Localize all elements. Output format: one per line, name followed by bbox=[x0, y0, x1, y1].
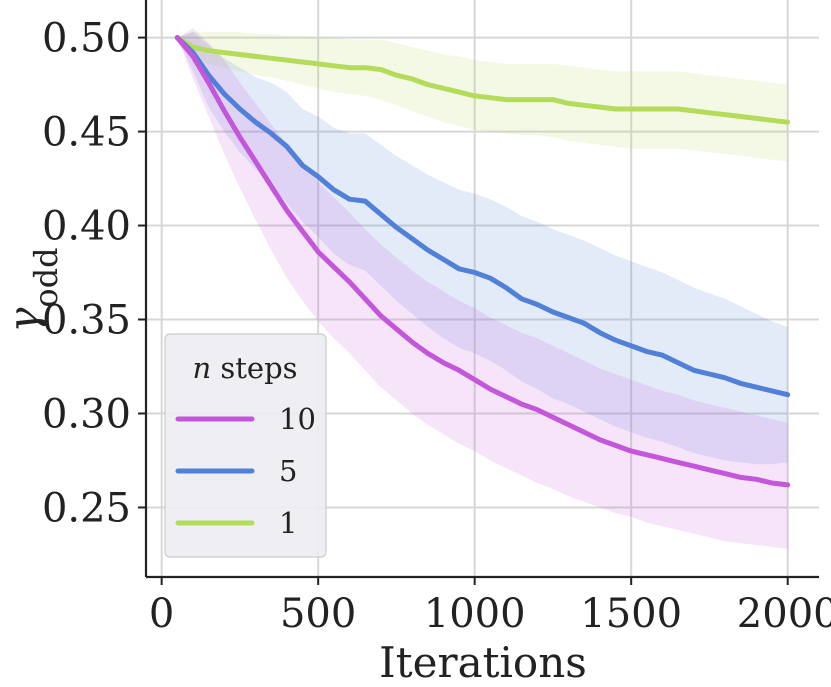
legend-label-5: 5 bbox=[279, 454, 297, 488]
y-axis-title: γodd bbox=[0, 247, 65, 332]
y-tick-label: 0.25 bbox=[42, 485, 131, 531]
series-line-5 bbox=[174, 35, 791, 398]
legend: n steps 10 5 1 bbox=[164, 333, 327, 558]
tick-labels: 0 500 1000 1500 2000 0.25 0.30 0.35 0.40 0.45 0.50 bbox=[42, 16, 831, 637]
legend-items: 10 5 1 bbox=[175, 402, 316, 540]
legend-title: n steps bbox=[192, 351, 297, 385]
x-axis-title: Iterations bbox=[379, 638, 587, 687]
x-tick-label: 1000 bbox=[424, 591, 526, 637]
y-tick-label: 0.50 bbox=[42, 16, 131, 62]
confidence-band-5 bbox=[177, 32, 788, 465]
y-tick-label: 0.35 bbox=[42, 298, 131, 344]
series-line-10 bbox=[174, 35, 791, 488]
series-line-1 bbox=[174, 35, 791, 125]
legend-label-1: 1 bbox=[279, 506, 297, 540]
x-tick-label: 500 bbox=[280, 591, 356, 637]
x-tick-label: 0 bbox=[149, 591, 174, 637]
x-tick-label: 1500 bbox=[580, 591, 682, 637]
axes bbox=[138, 0, 819, 585]
series-lines bbox=[174, 35, 791, 488]
confidence-band-10 bbox=[177, 28, 788, 549]
y-tick-label: 0.45 bbox=[42, 110, 131, 156]
y-tick-label: 0.40 bbox=[42, 204, 131, 250]
x-tick-label: 2000 bbox=[737, 591, 831, 637]
y-tick-label: 0.30 bbox=[42, 391, 131, 437]
legend-label-10: 10 bbox=[279, 402, 316, 436]
legend-frame bbox=[164, 333, 327, 558]
